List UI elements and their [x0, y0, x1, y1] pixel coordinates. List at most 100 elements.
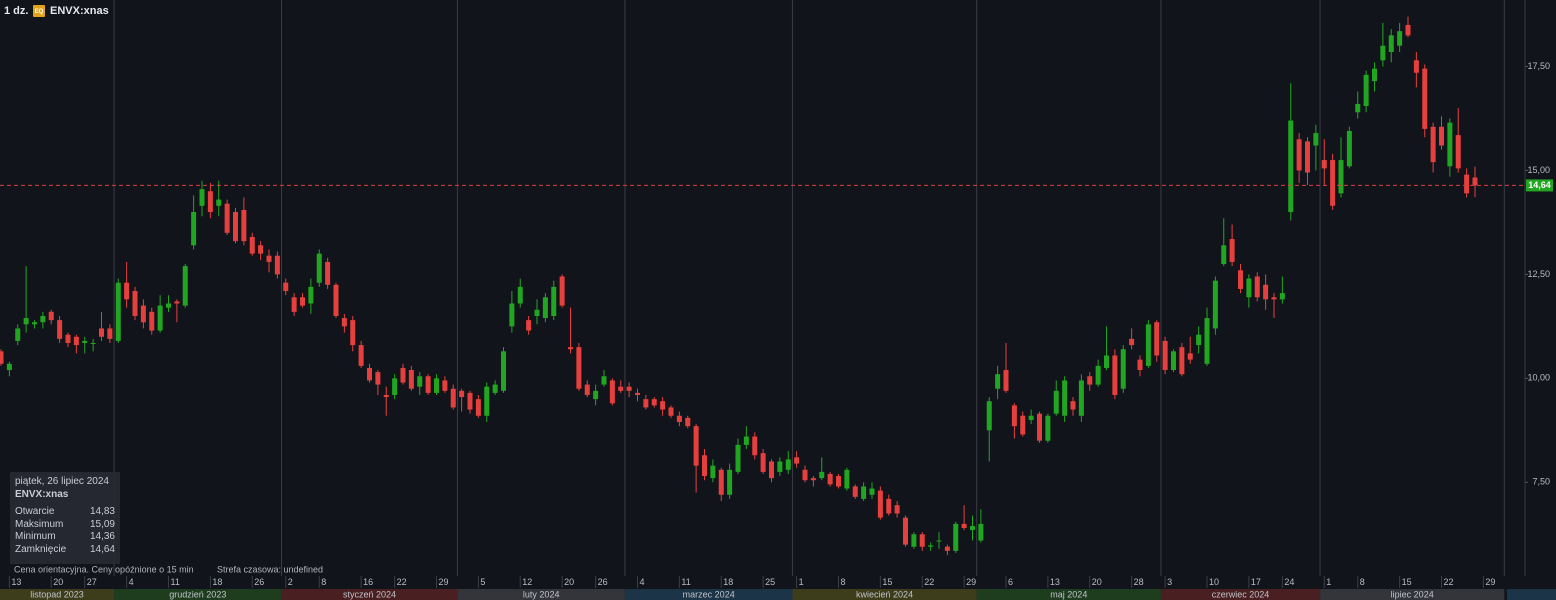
candle-body [735, 444, 741, 472]
candle-body [1397, 31, 1403, 46]
candle-body [1238, 270, 1243, 289]
candle-body [601, 376, 607, 385]
candle-body [995, 374, 1001, 389]
x-tick-label: 13 [1050, 577, 1060, 587]
candle-body [1338, 160, 1344, 194]
candle-body [1372, 68, 1377, 82]
candle-body [1145, 324, 1151, 366]
x-tick-label: 1 [799, 577, 804, 587]
candle-body [333, 284, 339, 316]
x-tick-label: 27 [87, 577, 97, 587]
month-band [0, 589, 115, 600]
candles [0, 16, 1478, 556]
x-tick-label: 17 [1251, 577, 1261, 587]
month-label: grudzień 2023 [169, 589, 226, 599]
price-axis [1525, 0, 1556, 576]
candle-body [73, 336, 79, 346]
candle-body [23, 318, 29, 325]
candle-body [459, 390, 465, 398]
candle-body [1037, 413, 1042, 441]
tooltip-row: Zamknięcie 14,64 [15, 544, 115, 557]
x-tick-label: 8 [1360, 577, 1365, 587]
candle-body [1405, 24, 1411, 36]
x-tick-label: 25 [765, 577, 775, 587]
candle-body [149, 311, 155, 331]
candle-body [1279, 293, 1285, 300]
candle-body [911, 534, 917, 547]
candle-body [1179, 347, 1185, 375]
timezone: Strefa czasowa: undefined [217, 564, 323, 574]
candle-body [769, 461, 774, 479]
month-band [1507, 589, 1556, 600]
x-tick-label: 20 [53, 577, 63, 587]
candle-body [1346, 130, 1352, 167]
candle-body [1187, 353, 1193, 360]
candle-body [266, 255, 272, 262]
candle-body [1221, 245, 1227, 265]
candle-body [358, 345, 364, 366]
candle-body [316, 253, 322, 283]
candle-body [224, 203, 230, 233]
candle-body [0, 351, 4, 364]
candle-body [534, 309, 540, 316]
y-tick-label: 7,50 [1532, 477, 1550, 487]
candle-body [140, 305, 146, 323]
month-label: styczeń 2024 [343, 589, 396, 599]
candle-body [760, 453, 766, 472]
candle-body [90, 343, 96, 345]
month-band [792, 589, 977, 600]
candle-body [559, 276, 565, 306]
tooltip-symbol: ENVX:xnas [15, 488, 69, 500]
month-band [1160, 589, 1321, 600]
candle-body [1112, 355, 1118, 395]
candle-body [417, 376, 423, 387]
candle-body [1137, 359, 1143, 371]
tooltip-value: 14,64 [89, 543, 115, 555]
candle-body [32, 322, 37, 325]
candle-body [6, 363, 12, 371]
candle-body [718, 469, 724, 495]
y-tick-label: 15,00 [1527, 165, 1550, 175]
candle-body [1070, 401, 1076, 410]
tooltip-row: Minimum 14,36 [15, 531, 115, 544]
last-price-box [1526, 179, 1553, 192]
candle-body [877, 490, 883, 518]
candle-body [986, 401, 992, 431]
x-tick-label: 4 [129, 577, 134, 587]
candle-body [274, 255, 280, 275]
candle-body [300, 297, 305, 306]
candle-body [475, 399, 481, 416]
candle-body [1313, 133, 1319, 146]
x-tick-label: 6 [1008, 577, 1013, 587]
candle-body [1095, 365, 1101, 385]
candle-body [551, 286, 557, 316]
y-tick-label: 10,00 [1527, 373, 1550, 383]
candle-body [827, 473, 833, 485]
x-tick-label: 18 [212, 577, 222, 587]
candle-body [434, 378, 439, 393]
x-tick-label: 4 [640, 577, 645, 587]
candle-body [392, 378, 398, 395]
candle-body [241, 209, 247, 242]
month-label: listopad 2023 [30, 589, 84, 599]
candle-body [166, 303, 171, 308]
month-label: lipiec 2024 [1391, 589, 1434, 599]
x-tick-label: 22 [1444, 577, 1454, 587]
x-tick-label: 28 [1134, 577, 1144, 587]
candle-body [1455, 135, 1461, 169]
candle-body [1464, 174, 1470, 194]
candle-body [1129, 338, 1135, 346]
candle-body [484, 386, 490, 416]
candle-body [1053, 390, 1059, 414]
candle-body [743, 436, 749, 445]
candle-body [944, 546, 950, 551]
candle-body [1296, 139, 1302, 171]
candle-body [48, 311, 54, 321]
candle-body [651, 399, 657, 406]
note: Cena orientacyjna. Ceny opóźnione o 15 m… [14, 564, 194, 574]
candle-body [802, 469, 808, 481]
candle-body [1363, 74, 1369, 107]
candle-body [794, 457, 800, 464]
